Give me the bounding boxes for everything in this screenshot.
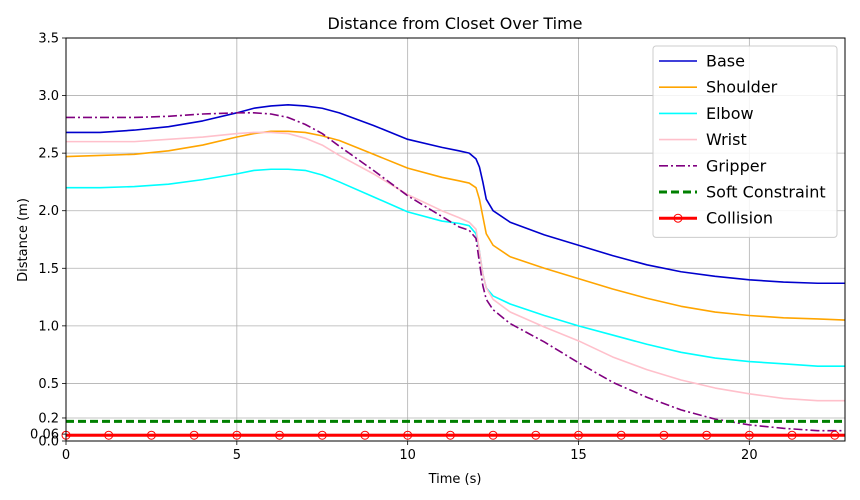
plot-frame: [65, 37, 846, 442]
y-axis-ticks: 0.00.06 0.2 0.5 1.0 1.5 2.0 2.5 3.0 3.5: [30, 32, 66, 450]
x-tick-label: 5: [233, 448, 241, 463]
x-tick-label: 15: [570, 448, 587, 463]
legend-label-shoulder: Shoulder: [706, 78, 778, 97]
series-line-wrist: [66, 131, 845, 402]
y-axis-label: Distance (m): [16, 198, 31, 282]
marker-collision: [488, 430, 498, 440]
marker-collision: [744, 430, 754, 440]
x-tick-label: 10: [399, 448, 416, 463]
y-tick-label: 2.5: [38, 147, 59, 162]
series-lines: [65, 103, 846, 437]
y-tick-label: 0.06: [30, 428, 59, 443]
series-line-gripper: [66, 112, 845, 432]
legend-label-collision: Collision: [706, 209, 773, 228]
marker-collision: [146, 430, 156, 440]
marker-collision: [232, 430, 242, 440]
marker-collision: [403, 430, 413, 440]
marker-collision: [830, 430, 840, 440]
chart-title: Distance from Closet Over Time: [327, 14, 582, 33]
y-tick-label: 2.0: [38, 204, 59, 219]
marker-collision: [787, 430, 797, 440]
marker-collision: [531, 430, 541, 440]
legend-label-wrist: Wrist: [706, 130, 747, 149]
series-line-base: [66, 103, 845, 285]
legend-label-elbow: Elbow: [706, 104, 754, 123]
series-line-shoulder: [65, 130, 846, 321]
marker-collision: [275, 430, 285, 440]
marker-collision: [360, 430, 370, 440]
legend: Base Shoulder Elbow Wrist Gripper Soft Constr…: [652, 45, 838, 238]
series-line-elbow: [66, 168, 845, 367]
marker-collision: [445, 430, 455, 440]
marker-collision: [702, 430, 712, 440]
marker-collision: [574, 430, 583, 440]
marker-collision: [317, 430, 327, 440]
marker-collision: [616, 430, 626, 440]
legend-label-base: Base: [706, 52, 745, 71]
y-tick-label: 0.0: [38, 435, 59, 450]
y-tick-label: 1.5: [38, 262, 59, 277]
legend-box: [652, 45, 838, 238]
x-axis-label: Time (s): [428, 472, 482, 487]
x-tick-label: 0: [62, 448, 70, 463]
legend-marker-collision: [673, 213, 683, 223]
marker-collision: [189, 430, 199, 440]
x-axis-ticks: 0 5 10 15 20: [62, 441, 758, 463]
y-tick-label: 3.0: [38, 89, 59, 104]
y-tick-label: 1.0: [38, 319, 59, 334]
marker-collision: [104, 430, 114, 440]
y-tick-label: 3.5: [38, 32, 59, 47]
x-tick-label: 20: [741, 448, 758, 463]
y-tick-label: 0.2: [38, 411, 59, 426]
marker-collision: [659, 430, 669, 440]
y-tick-label: 0.5: [38, 377, 59, 392]
legend-label-gripper: Gripper: [706, 156, 767, 175]
legend-label-soft-constraint: Soft Constraint: [706, 183, 826, 202]
